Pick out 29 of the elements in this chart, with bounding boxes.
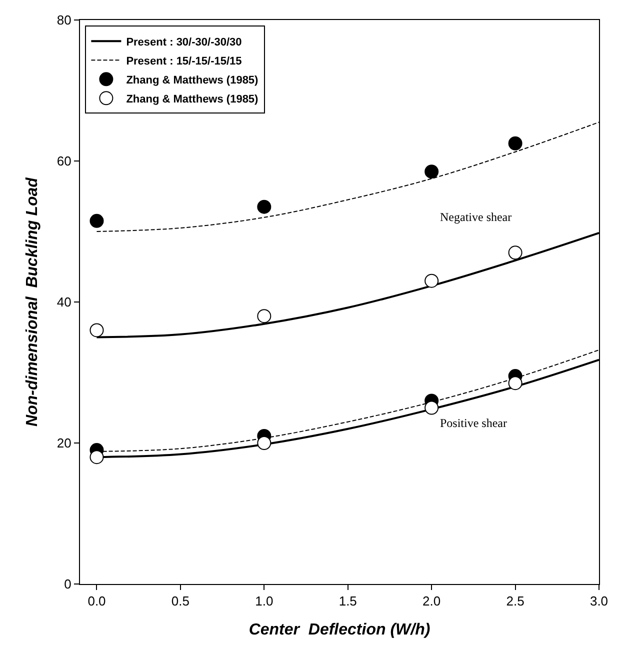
legend-label: Present : 30/-30/-30/30 bbox=[126, 36, 242, 48]
x-tick-label: 3.0 bbox=[590, 594, 608, 609]
legend-label: Zhang & Matthews (1985) bbox=[126, 74, 259, 86]
point bbox=[424, 400, 439, 415]
x-axis-title: Center Deflection (W/h) bbox=[248, 621, 430, 638]
point bbox=[508, 136, 522, 150]
y-axis-title: Non-dimensional Buckling Load bbox=[24, 176, 41, 426]
y-tick-label: 80 bbox=[56, 12, 72, 28]
y-tick-label: 60 bbox=[56, 154, 72, 169]
y-tick-label: 0 bbox=[64, 576, 72, 592]
point bbox=[90, 214, 104, 228]
point bbox=[257, 436, 272, 450]
x-tick-label: 1.5 bbox=[338, 594, 357, 609]
x-tick-label: 2.0 bbox=[422, 594, 441, 609]
annotation: Positive shear bbox=[440, 416, 507, 430]
point bbox=[508, 376, 522, 390]
x-tick-label: 0.5 bbox=[171, 594, 190, 609]
y-tick-label: 40 bbox=[56, 294, 72, 310]
x-tick-label: 0.0 bbox=[88, 594, 106, 609]
point bbox=[90, 450, 104, 464]
point bbox=[424, 164, 439, 179]
y-tick-label: 20 bbox=[56, 436, 72, 451]
x-tick-label: 1.0 bbox=[255, 594, 274, 609]
annotation: Negative shear bbox=[440, 210, 512, 224]
legend-label: Zhang & Matthews (1985) bbox=[126, 93, 259, 106]
legend-label: Present : 15/-15/-15/15 bbox=[126, 55, 242, 68]
point bbox=[424, 274, 439, 288]
point bbox=[257, 200, 272, 214]
x-tick-label: 2.5 bbox=[506, 594, 524, 609]
